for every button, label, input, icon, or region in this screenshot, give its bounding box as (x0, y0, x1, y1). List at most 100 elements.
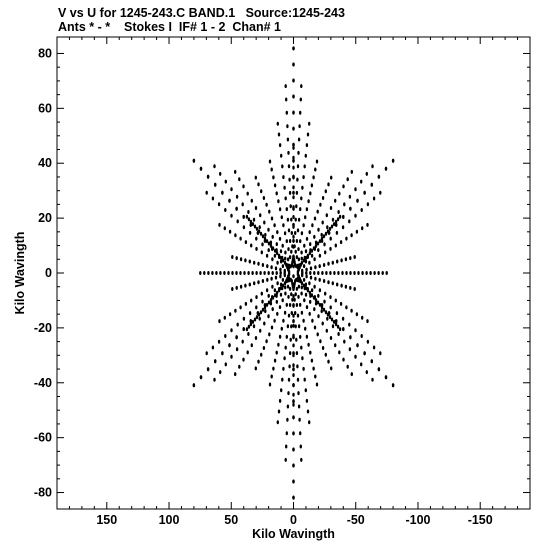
uv-point (251, 319, 255, 324)
uv-point (306, 288, 310, 293)
uv-point (192, 383, 196, 388)
uv-point (348, 347, 352, 352)
uv-point (228, 229, 232, 234)
uv-point (288, 255, 292, 260)
uv-point (223, 226, 226, 231)
uv-point (356, 343, 359, 348)
uv-point (249, 222, 252, 227)
uv-point (302, 277, 306, 282)
uv-point (279, 267, 282, 272)
uv-point (290, 311, 293, 315)
chart-subtitle: Ants * - * Stokes I IF# 1 - 2 Chan# 1 (58, 20, 281, 34)
uv-point (385, 271, 388, 275)
uv-point (268, 209, 271, 214)
uv-point (321, 196, 325, 200)
uv-point (295, 204, 298, 209)
uv-point (288, 351, 292, 356)
uv-points (192, 46, 395, 500)
uv-point (276, 260, 279, 265)
uv-point (257, 312, 261, 317)
uv-point (261, 307, 265, 312)
uv-point (261, 234, 265, 239)
uv-point (360, 362, 363, 367)
uv-point (242, 316, 246, 321)
uv-point (312, 246, 316, 251)
uv-point (333, 271, 336, 275)
uv-point (318, 253, 322, 258)
uv-point (304, 256, 308, 260)
uv-point (292, 142, 295, 147)
uv-point (292, 224, 295, 229)
uv-point (207, 271, 210, 275)
uv-point (384, 166, 388, 171)
axis-ticks: 150 100 50 0 -50 -100 -150 80 60 40 20 0 -20 -40 -60 -8… (34, 37, 530, 527)
uv-point (278, 143, 282, 148)
uv-point (270, 374, 273, 379)
uv-point (305, 398, 309, 403)
uv-point (323, 242, 326, 247)
uv-point (277, 409, 281, 414)
uv-point (292, 383, 295, 387)
uv-point (316, 332, 319, 337)
uv-point (280, 153, 283, 158)
uv-point (282, 175, 285, 180)
uv-point (219, 370, 222, 375)
uv-point (300, 310, 304, 315)
uv-point (326, 229, 330, 234)
uv-point (275, 350, 278, 355)
uv-point (279, 249, 283, 254)
uv-point (199, 166, 203, 171)
uv-point (296, 164, 300, 169)
uv-point (295, 337, 298, 342)
uv-point (230, 187, 233, 192)
uv-point (321, 271, 324, 275)
uv-point (353, 255, 356, 259)
uv-point (282, 223, 285, 228)
uv-point (354, 328, 357, 333)
uv-point (305, 143, 309, 148)
uv-point (267, 293, 270, 298)
uv-point (370, 359, 373, 364)
uv-point (228, 198, 231, 203)
uv-point (330, 224, 334, 229)
uv-point (284, 256, 287, 261)
uv-point (372, 345, 376, 350)
uv-point (349, 271, 352, 275)
uv-point (308, 281, 311, 286)
uv-point (276, 121, 279, 126)
uv-point (242, 225, 246, 230)
uv-point (248, 259, 251, 264)
uv-point (308, 121, 311, 126)
uv-point (228, 312, 232, 317)
uv-point (259, 310, 263, 315)
uv-point (275, 290, 279, 295)
uv-point (324, 231, 328, 236)
uv-point (231, 255, 234, 259)
uv-point (259, 213, 262, 218)
x-tick-label: 50 (224, 513, 238, 527)
uv-point (253, 281, 256, 286)
uv-point (287, 294, 290, 299)
uv-point (329, 236, 332, 241)
uv-point (283, 281, 287, 286)
uv-point (348, 219, 351, 224)
uv-point (302, 223, 305, 228)
uv-point (322, 307, 326, 312)
uv-point (283, 231, 287, 236)
uv-point (257, 261, 260, 266)
uv-point (308, 420, 311, 425)
uv-point (304, 153, 307, 158)
uv-point (253, 224, 257, 229)
uv-point (341, 316, 345, 321)
uv-point (337, 332, 340, 336)
uv-point (355, 229, 359, 234)
uv-point (254, 175, 257, 180)
uv-point (322, 279, 326, 283)
y-tick-label: 20 (38, 211, 52, 225)
uv-point (287, 228, 291, 233)
uv-point (235, 271, 238, 275)
uv-point (292, 78, 295, 83)
uv-point (334, 298, 337, 303)
uv-point (316, 209, 319, 214)
uv-point (297, 257, 301, 262)
